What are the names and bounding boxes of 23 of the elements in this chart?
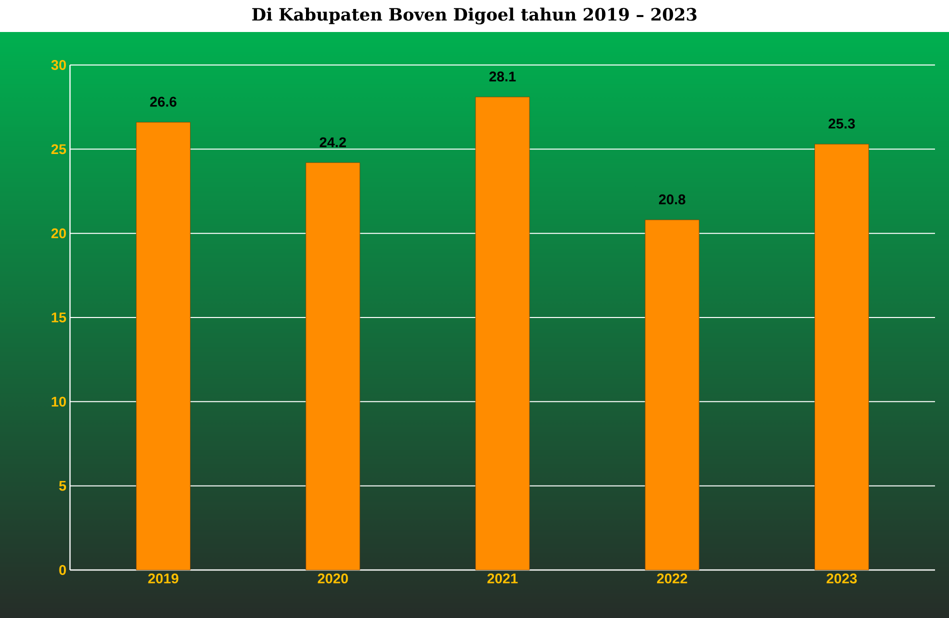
- data-label: 20.8: [658, 194, 686, 204]
- y-tick-label: 10: [52, 396, 66, 407]
- y-tick-label: 0: [59, 565, 66, 575]
- bar: [814, 144, 869, 570]
- bar: [136, 122, 190, 570]
- data-label: 26.6: [150, 96, 176, 107]
- y-tick-label: 15: [52, 312, 66, 322]
- y-tick-label: 5: [59, 480, 66, 491]
- data-label: 28.1: [489, 72, 516, 82]
- bar: [475, 96, 530, 570]
- x-tick-label: 2019: [148, 574, 178, 584]
- x-tick-label: 2022: [657, 574, 688, 584]
- x-tick-label: 2020: [318, 574, 348, 584]
- bar: [644, 220, 700, 570]
- y-tick-label: 25: [51, 144, 66, 154]
- y-tick-label: 20: [51, 228, 66, 238]
- x-tick-label: 2023: [826, 574, 857, 584]
- data-label: 25.3: [828, 118, 855, 129]
- y-tick-label: 30: [51, 60, 66, 70]
- chart-title: Di Kabupaten Boven Digoel tahun 2019 – 2023: [252, 8, 696, 24]
- data-label: 24.2: [320, 137, 346, 148]
- bar: [306, 162, 360, 570]
- x-tick-label: 2021: [487, 574, 518, 584]
